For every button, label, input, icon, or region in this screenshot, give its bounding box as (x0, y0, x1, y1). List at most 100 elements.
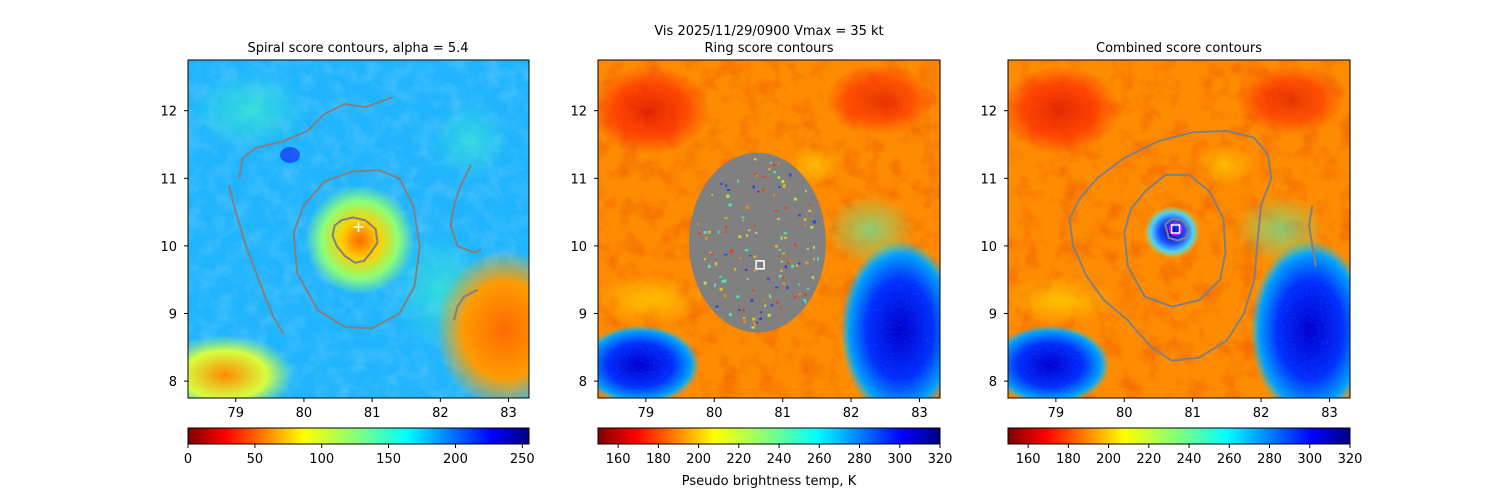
ring-speckle (810, 226, 814, 229)
ring-speckle (806, 287, 810, 290)
colorbar-tick-label: 240 (767, 452, 792, 467)
ring-speckle (753, 269, 757, 272)
ring-speckle (736, 295, 740, 298)
y-axis: 8 9 10 11 12 (980, 105, 1008, 390)
ring-speckle (772, 163, 776, 167)
y-tick-label: 11 (570, 172, 587, 187)
ring-speckle (724, 217, 728, 219)
ring-speckle (784, 265, 788, 269)
contour-lines (1068, 130, 1317, 362)
ring-speckle (721, 280, 725, 284)
colorbar-gradient (597, 427, 941, 445)
y-tick-label: 11 (980, 172, 997, 187)
x-tick-label: 82 (1253, 406, 1270, 421)
ring-score-region (688, 152, 826, 333)
colorbar-tick-label: 160 (1016, 452, 1041, 467)
colorbar-tick-label: 260 (1217, 452, 1242, 467)
contour-outer (1096, 130, 1273, 362)
ring-speckle (780, 269, 783, 272)
contour-outer (1308, 205, 1317, 267)
colorbar-tick-label: 200 (1096, 452, 1121, 467)
ring-speckle (725, 226, 728, 229)
colorbar-tick-label: 220 (1136, 452, 1161, 467)
ring-speckle (762, 298, 765, 301)
colorbar-tick-label: 200 (443, 452, 468, 467)
ring-speckle (781, 276, 785, 280)
ring-speckle (753, 173, 757, 176)
colorbar-gradient (187, 427, 530, 445)
ring-speckle (749, 254, 752, 257)
ring-speckle (723, 294, 727, 298)
y-tick-label: 9 (989, 308, 997, 323)
ring-speckle (742, 317, 746, 320)
colorbar-ticks: 0 50 100 150 200 250 (184, 444, 535, 467)
ring-speckle (811, 276, 815, 279)
ring-speckle (804, 300, 807, 304)
ring-speckle (743, 320, 746, 324)
ring-speckle (755, 231, 758, 234)
panel-title: Ring score contours (704, 41, 833, 56)
ring-speckle (750, 299, 754, 302)
ring-speckle (764, 304, 767, 308)
x-tick-label: 83 (1321, 406, 1338, 421)
ring-speckle (779, 306, 783, 309)
ring-speckle (745, 234, 749, 237)
colorbar-tick-label: 240 (1177, 452, 1202, 467)
ring-speckle (781, 179, 785, 184)
colorbar-tick-label: 320 (1338, 452, 1363, 467)
ring-speckle (753, 256, 756, 259)
x-tick-label: 79 (638, 406, 655, 421)
ring-speckle (751, 326, 755, 329)
colorbar-2: 160 180 200 220 240 260 280 300 320 (597, 427, 952, 467)
colorbar-tick-label: 150 (376, 452, 401, 467)
ring-speckle (804, 293, 807, 296)
ring-speckle (728, 313, 732, 317)
ring-speckle (793, 296, 797, 299)
ring-speckle (768, 294, 771, 297)
y-tick-label: 12 (160, 105, 177, 120)
ring-speckle (715, 305, 719, 308)
center-marker (353, 221, 364, 232)
ring-speckle (777, 162, 781, 165)
colorbar-tick-label: 50 (247, 452, 264, 467)
contour-outer (453, 288, 479, 321)
ring-speckle (719, 287, 723, 291)
colorbar-ticks: 160 180 200 220 240 260 280 300 320 (606, 444, 952, 467)
colorbar-tick-label: 250 (510, 452, 535, 467)
ring-speckle (711, 194, 714, 196)
ring-score-fill (688, 152, 826, 333)
x-axis: 79 80 81 82 83 (227, 398, 517, 421)
ring-speckle (783, 232, 787, 235)
ring-speckle (812, 220, 817, 224)
ring-speckle (778, 255, 781, 258)
ring-speckle (770, 162, 772, 164)
ring-speckle (720, 182, 723, 185)
colorbar-tick-label: 180 (1056, 452, 1081, 467)
y-tick-label: 10 (160, 240, 177, 255)
x-tick-label: 83 (911, 406, 928, 421)
x-axis: 79 80 81 82 83 (1048, 398, 1338, 421)
ring-speckle (729, 249, 734, 253)
ring-speckle (813, 246, 815, 249)
ring-speckle (798, 293, 801, 296)
colorbar-tick-label: 280 (847, 452, 872, 467)
y-tick-label: 8 (989, 375, 997, 390)
ring-speckle (782, 252, 786, 255)
heatmap-field (598, 60, 940, 398)
ring-speckle (752, 185, 755, 189)
contour-outer (227, 184, 285, 335)
ring-speckle (782, 282, 786, 286)
ring-speckle (703, 281, 707, 285)
ring-speckle (776, 301, 779, 304)
x-tick-label: 79 (227, 406, 244, 421)
colorbar-tick-label: 300 (887, 452, 912, 467)
ring-speckle (753, 224, 756, 227)
ring-speckle (724, 253, 728, 256)
ring-speckle (803, 299, 806, 302)
center-marker (1168, 222, 1183, 236)
x-tick-label: 82 (843, 406, 860, 421)
ring-speckle (755, 321, 758, 324)
ring-speckle (703, 231, 707, 234)
ring-speckle (784, 206, 788, 209)
ring-speckle (775, 244, 778, 248)
